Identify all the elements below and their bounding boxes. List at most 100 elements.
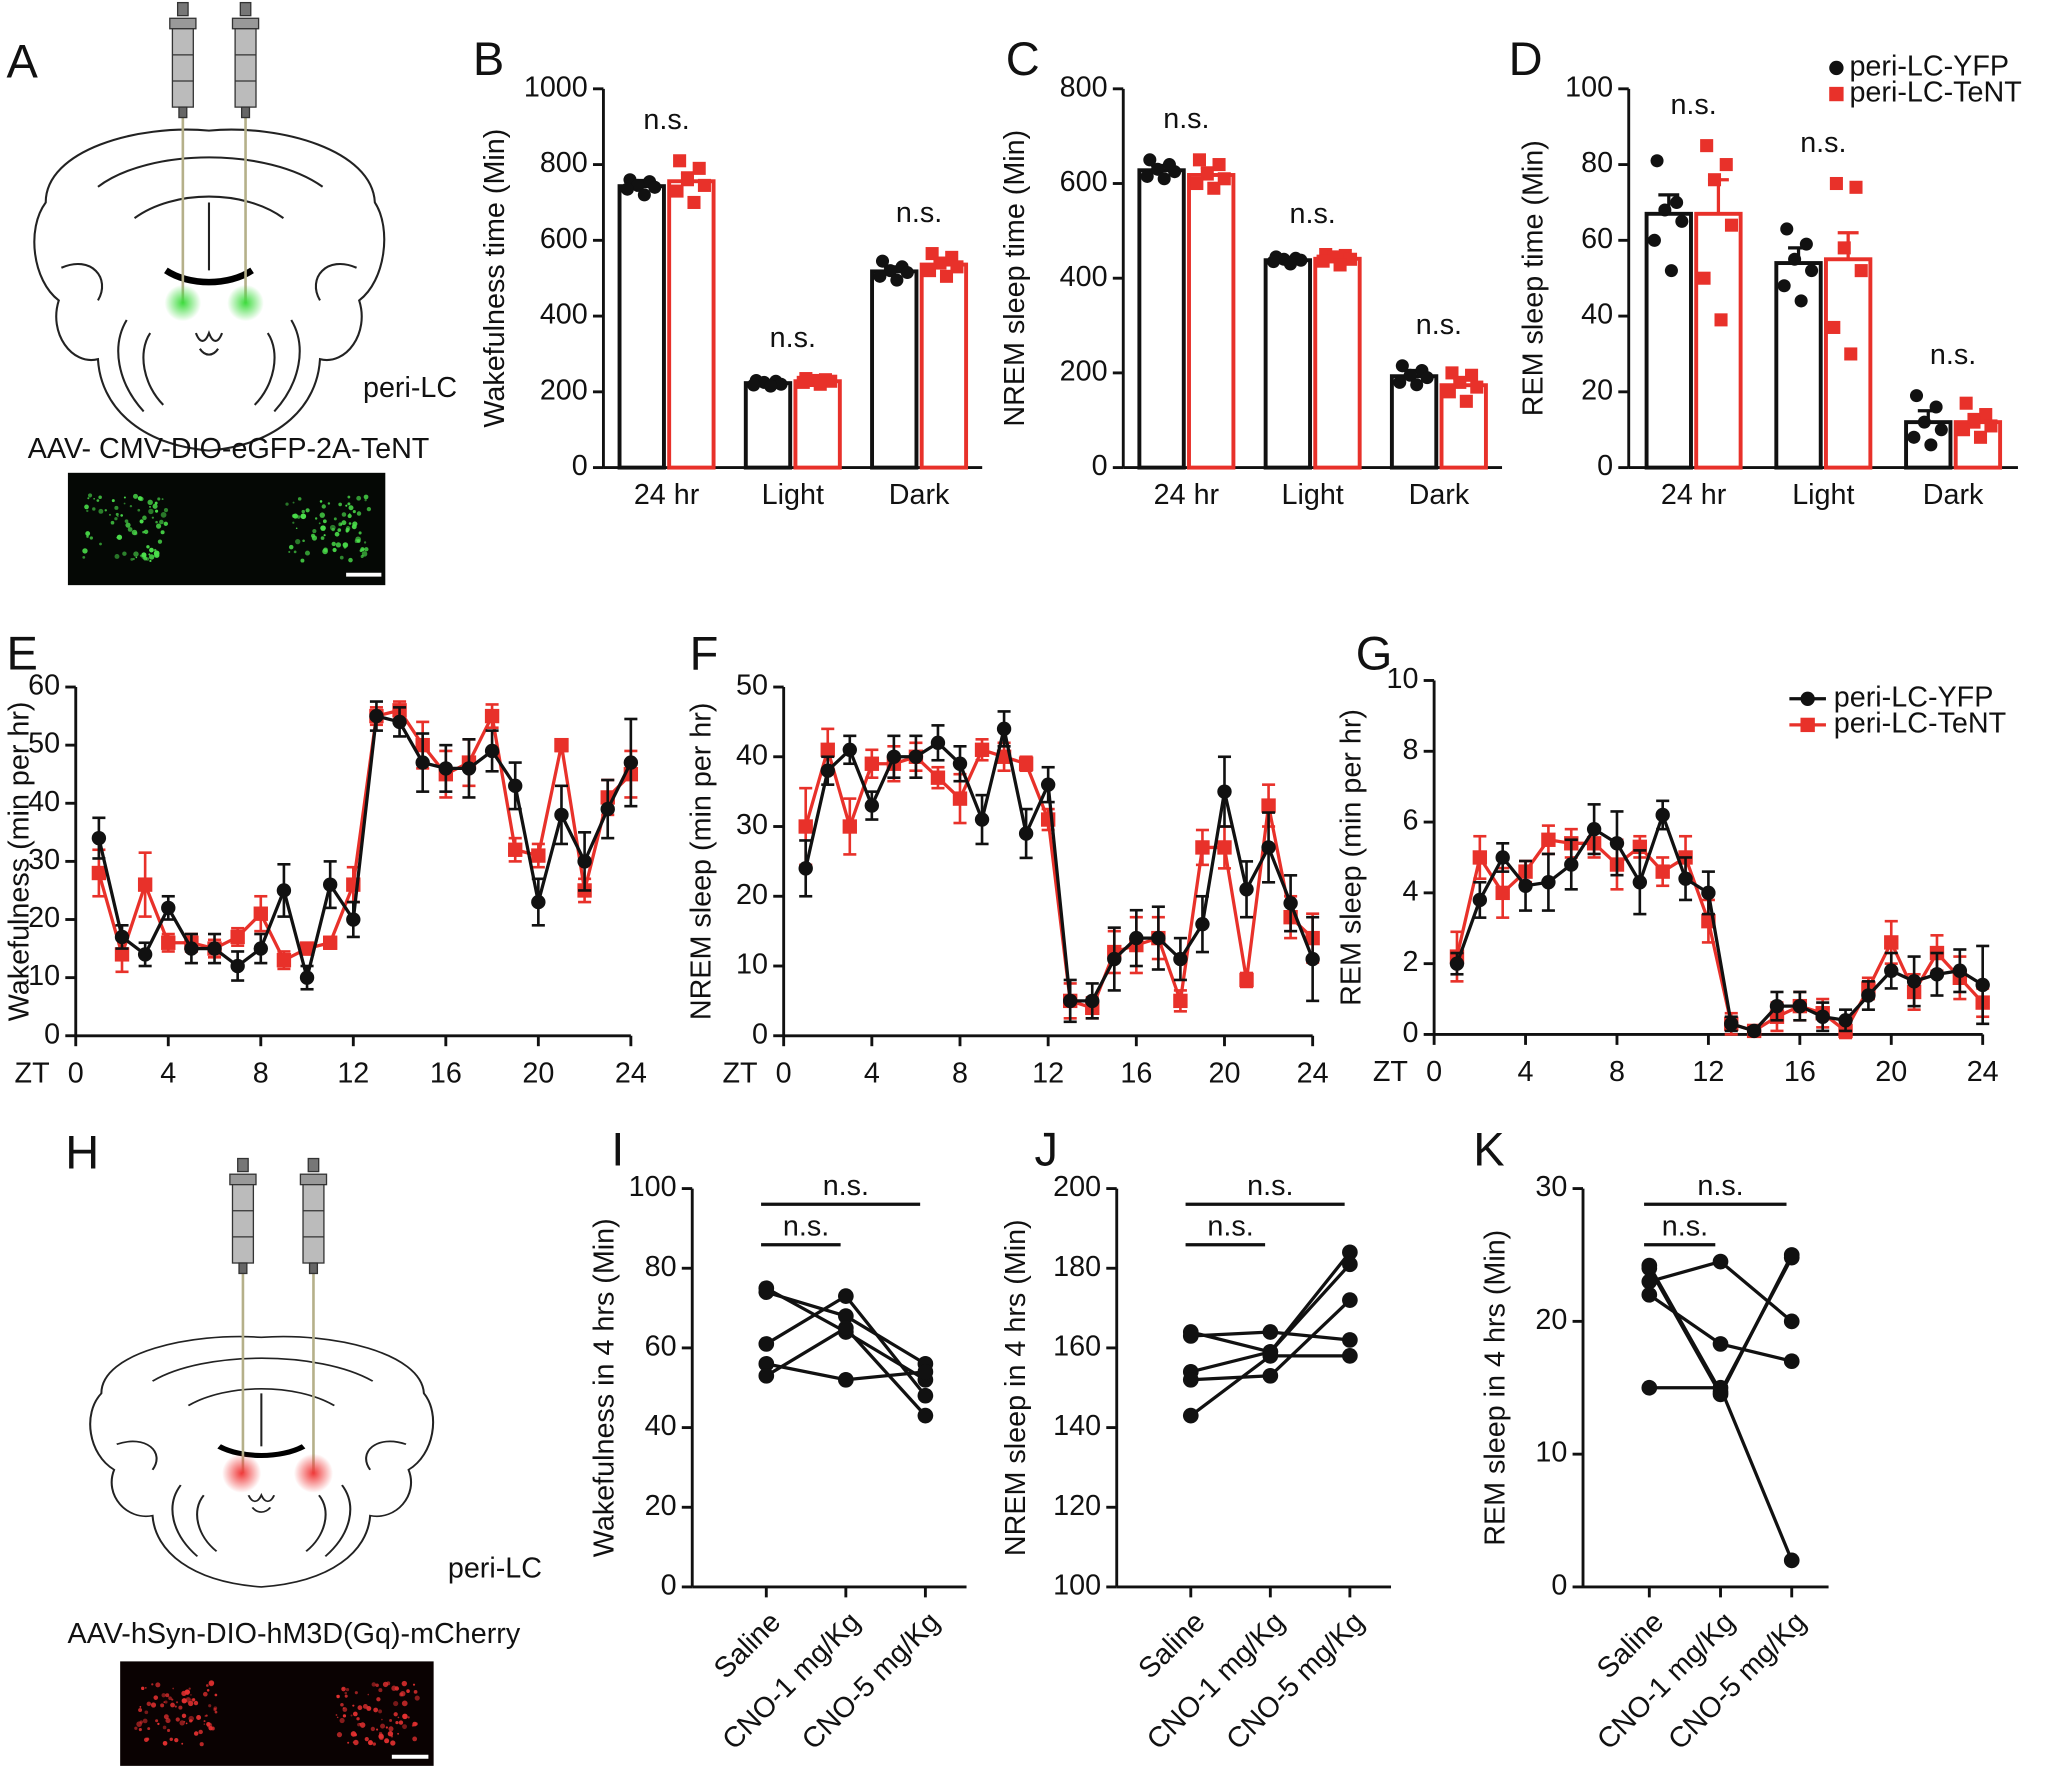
fluorescence-dot [407, 1716, 410, 1719]
injection-site [222, 1453, 262, 1493]
fluorescence-dot [114, 554, 120, 559]
fluorescence-dot [203, 1723, 206, 1725]
y-tick-label: 10 [736, 949, 768, 981]
data-point [1266, 255, 1280, 269]
data-point [1777, 279, 1791, 293]
syringe [299, 1157, 328, 1275]
y-tick-label: 40 [645, 1410, 677, 1442]
fluorescence-dot [148, 508, 154, 515]
bar [1187, 173, 1236, 470]
y-tick-label: 400 [1060, 261, 1108, 293]
x-tick-label: Light [1282, 479, 1344, 511]
fluorescence-dot [115, 512, 119, 516]
fluorescence-dot [401, 1700, 408, 1707]
data-point [974, 742, 990, 757]
fluorescence-dot [302, 539, 305, 543]
x-tick-label: 24 [1967, 1056, 1999, 1088]
x-tick-label: 8 [253, 1058, 269, 1090]
fluorescence-dot [87, 493, 93, 498]
data-point [1641, 1379, 1658, 1396]
significance-label: n.s. [1163, 103, 1209, 135]
y-tick-label: 4 [1402, 875, 1418, 907]
fluorescence-dot [357, 1705, 363, 1711]
fluorescence-dot [292, 501, 295, 504]
y-tick-label: 40 [1581, 299, 1613, 331]
data-point [1647, 233, 1661, 247]
fluorescence-dot [355, 536, 361, 543]
fluorescence-dot [160, 530, 165, 535]
data-point [438, 761, 454, 776]
data-point [917, 1387, 934, 1404]
fluorescence-dot [159, 519, 164, 525]
y-tick-label: 30 [28, 844, 60, 876]
data-point [1837, 241, 1851, 255]
fluorescence-dot [96, 499, 100, 502]
fluorescence-dot [339, 1717, 345, 1724]
y-tick-label: 10 [1386, 663, 1418, 695]
data-point [1495, 885, 1510, 901]
data-point [1917, 415, 1931, 429]
fluorescence-dot [168, 1696, 172, 1701]
fluorescence-dot [188, 1687, 191, 1690]
data-point [531, 894, 546, 910]
fluorescence-dot [86, 535, 89, 538]
data-point [798, 819, 813, 834]
data-point [747, 378, 761, 392]
data-point [1541, 832, 1556, 847]
y-tick-label: 0 [44, 1018, 60, 1050]
data-point [1609, 836, 1625, 851]
fluorescence-dot [336, 1716, 339, 1719]
fluorescence-dot [164, 1700, 168, 1704]
bar [1823, 257, 1873, 470]
data-point [1861, 988, 1876, 1003]
fluorescence-dot [120, 514, 123, 517]
fluorescence-dot [331, 541, 336, 547]
data-point [1714, 313, 1728, 327]
data-point [1262, 1324, 1279, 1340]
significance-label: n.s. [1290, 198, 1336, 230]
fluorescence-dot [153, 548, 157, 552]
data-point [1470, 380, 1484, 394]
data-point [1697, 271, 1711, 285]
fluorescence-dot [343, 545, 347, 549]
data-point [531, 848, 546, 863]
data-point [1973, 430, 1988, 444]
fluorescence-dot [371, 1682, 376, 1687]
fluorescence-dot [336, 1694, 340, 1699]
fluorescence-dot [347, 495, 351, 499]
data-point [1929, 967, 1945, 982]
fluorescence-dot [181, 1713, 187, 1719]
fluorescence-dot [395, 1720, 399, 1725]
x-tick-label: CNO-5 mg/Kg [1220, 1606, 1370, 1756]
fluorescence-dot [114, 505, 119, 510]
data-point [1420, 371, 1434, 385]
fluorescence-dot [198, 1729, 203, 1735]
y-tick-label: 100 [1053, 1570, 1101, 1602]
y-tick-label: 120 [1053, 1490, 1101, 1522]
fluorescence-dot [319, 500, 323, 503]
y-tick-label: 10 [28, 960, 60, 992]
subject-line [1648, 1259, 1793, 1323]
x-tick-label: 24 hr [634, 479, 700, 511]
data-point [1884, 963, 1899, 978]
fluorescence-dot [341, 520, 347, 526]
fluorescence-dot [181, 1690, 187, 1697]
fluorescence-dot [414, 1722, 418, 1726]
x-tick-label: 4 [160, 1058, 176, 1090]
data-point [1670, 195, 1684, 209]
bar [743, 381, 793, 470]
bar [919, 262, 969, 470]
y-tick-label: 20 [1535, 1304, 1567, 1336]
legend-marker [1800, 691, 1815, 706]
fluorescence-dot [381, 1718, 383, 1721]
legend-marker [1829, 86, 1844, 102]
data-point [1632, 875, 1648, 890]
data-point [1641, 1257, 1658, 1274]
data-point [1664, 264, 1678, 278]
data-point [890, 273, 904, 287]
significance-label: n.s. [1697, 1170, 1743, 1202]
series-line [1455, 810, 1984, 1033]
fluorescence-dot [293, 550, 297, 554]
significance-label: n.s. [896, 197, 942, 229]
data-point [1712, 1383, 1729, 1400]
